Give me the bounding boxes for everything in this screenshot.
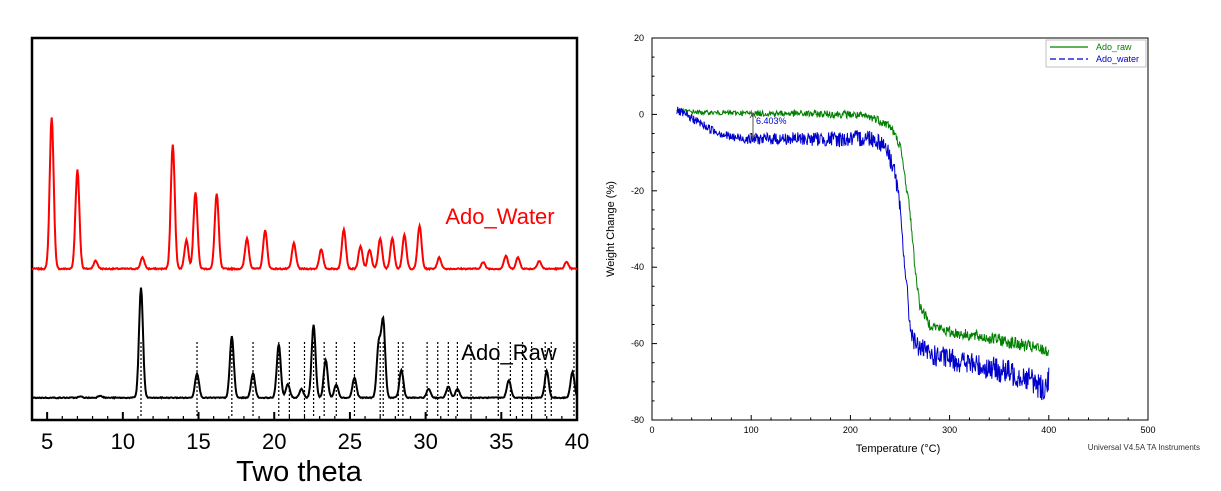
series-line-ado-raw — [31, 287, 578, 400]
tga-x-tick-label: 100 — [744, 425, 759, 435]
annotation-arrows — [749, 112, 757, 139]
xrd-x-axis-title: Two theta — [236, 456, 363, 488]
legend-label-ado-raw: Ado_raw — [1096, 42, 1132, 52]
xrd-chart: 5 10 15 20 25 30 35 40 Ado_Water Ado_Raw Two th… — [30, 36, 589, 488]
legend-box — [1045, 39, 1147, 68]
xrd-x-tick-label: 20 — [262, 429, 286, 454]
xrd-plot-frame — [30, 36, 579, 422]
series-line-ado-raw-tga — [676, 107, 1050, 357]
xrd-x-tick-label: 35 — [489, 429, 513, 454]
tga-x-tick-label: 400 — [1041, 425, 1056, 435]
xrd-x-tick-label: 25 — [338, 429, 362, 454]
xrd-x-tick-label: 10 — [111, 429, 135, 454]
tga-y-tick-label: -20 — [631, 186, 644, 196]
series-line-ado-water-tga — [676, 106, 1050, 401]
footer-text: Universal V4.5A TA Instruments — [1088, 443, 1200, 452]
tga-x-tick-label: 0 — [649, 425, 654, 435]
xrd-x-tick-label: 40 — [565, 429, 589, 454]
label-ado-raw: Ado_Raw — [461, 340, 557, 365]
tga-x-tick-label: 200 — [843, 425, 858, 435]
tga-y-tick-label: -60 — [631, 339, 644, 349]
annotation-label: 6.403% — [756, 116, 787, 126]
xrd-x-tick-label: 30 — [413, 429, 437, 454]
xrd-x-axis: 5 10 15 20 25 30 35 40 — [41, 412, 589, 454]
tga-x-tick-label: 300 — [942, 425, 957, 435]
series-line-ado-water — [31, 117, 578, 272]
label-ado-water: Ado_Water — [445, 204, 554, 229]
tga-x-tick-label: 500 — [1140, 425, 1155, 435]
tga-y-tick-label: -40 — [631, 262, 644, 272]
xrd-x-tick-label: 5 — [41, 429, 53, 454]
xrd-x-tick-label: 15 — [186, 429, 210, 454]
tga-legend: Ado_raw Ado_water — [1045, 39, 1147, 68]
tga-y-tick-label: 20 — [634, 33, 644, 43]
tga-y-tick-label: -80 — [631, 415, 644, 425]
tga-plot-frame — [651, 37, 1149, 421]
tga-x-axis-title: Temperature (°C) — [856, 443, 940, 455]
tga-y-axis-title: Weight Change (%) — [605, 181, 617, 277]
tga-y-tick-label: 0 — [639, 109, 644, 119]
legend-label-ado-water: Ado_water — [1096, 54, 1139, 64]
